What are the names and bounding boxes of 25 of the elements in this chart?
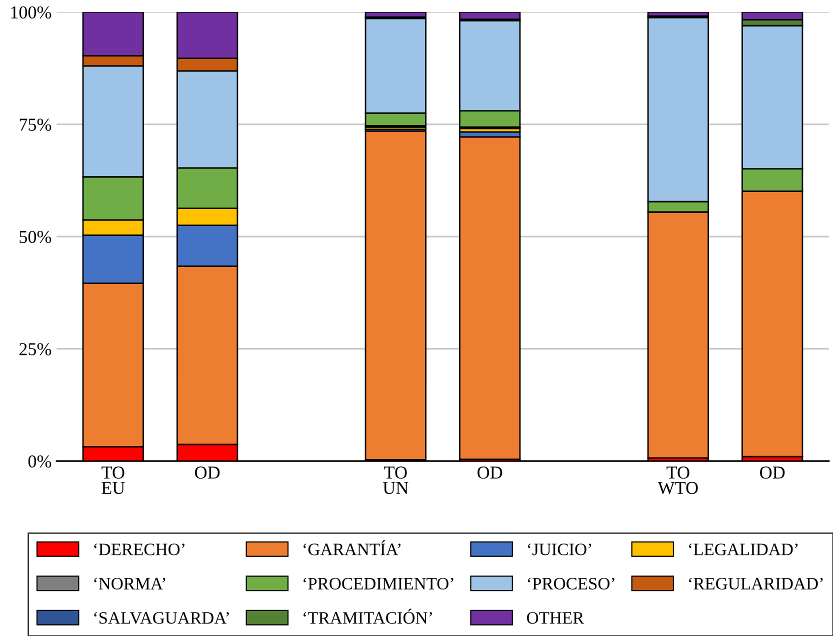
legend-label: ‘PROCEDIMIENTO’ xyxy=(304,578,454,590)
text: WTO xyxy=(658,482,698,494)
legend-label: ‘SALVAGUARDA’ xyxy=(94,612,229,624)
x-tick-label: TO xyxy=(102,466,124,479)
x-tick-label: TO xyxy=(666,466,690,479)
legend-label: ‘GARANTÍA’ xyxy=(304,540,400,556)
y-tick-label: 50% xyxy=(20,230,52,244)
text: EU xyxy=(102,482,125,494)
y-tick-label: 75% xyxy=(20,118,52,131)
text: UN xyxy=(382,482,408,494)
legend-label: ‘TRAMITACIÓN’ xyxy=(304,608,432,624)
legend-label: ‘JUICIO’ xyxy=(528,544,592,556)
legend-label: ‘LEGALIDAD’ xyxy=(689,544,798,556)
x-tick-label: OD xyxy=(760,466,785,479)
x-tick-label: OD xyxy=(478,466,502,479)
x-tick-label: TO xyxy=(384,466,407,479)
legend-label: ‘REGULARIDAD’ xyxy=(689,578,823,590)
legend-label: ‘PROCESO’ xyxy=(528,578,614,590)
y-tick-label: 25% xyxy=(19,343,52,356)
legend-label: ‘NORMA’ xyxy=(94,578,166,590)
legend-label: ‘DERECHO’ xyxy=(94,544,184,556)
legend-label: OTHER xyxy=(527,612,584,624)
y-tick-label: 100% xyxy=(11,6,52,19)
y-tick-label: 0% xyxy=(28,455,52,468)
x-tick-label: OD xyxy=(195,466,220,479)
